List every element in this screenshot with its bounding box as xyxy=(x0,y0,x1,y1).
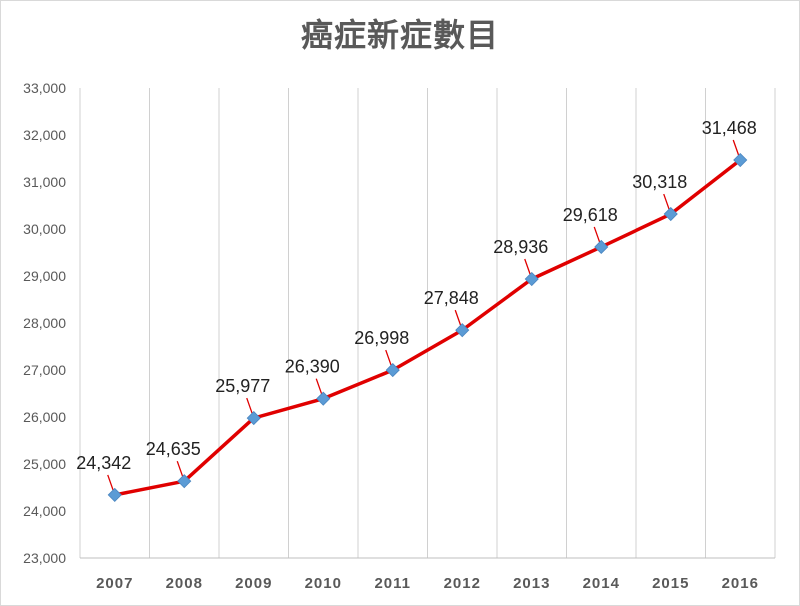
y-tick-label: 24,000 xyxy=(23,503,66,519)
data-label: 26,390 xyxy=(285,357,340,377)
data-point xyxy=(316,391,331,406)
data-point xyxy=(246,411,261,426)
data-point xyxy=(663,206,678,222)
y-tick-label: 33,000 xyxy=(23,80,66,96)
y-tick-label: 28,000 xyxy=(23,315,66,331)
leader-line xyxy=(246,397,254,416)
data-label: 31,468 xyxy=(702,118,757,138)
x-tick-label: 2015 xyxy=(652,575,689,592)
y-tick-label: 26,000 xyxy=(23,409,66,425)
data-label: 29,618 xyxy=(563,205,618,225)
chart-title: 癌症新症數目 xyxy=(300,16,499,54)
x-tick-label: 2010 xyxy=(305,575,342,592)
y-tick-label: 29,000 xyxy=(23,268,66,284)
x-tick-label: 2013 xyxy=(513,575,550,592)
leader-line xyxy=(593,226,601,245)
data-point xyxy=(455,323,470,338)
data-label: 30,318 xyxy=(632,172,687,192)
data-point xyxy=(385,363,400,378)
data-label: 25,977 xyxy=(215,376,270,396)
x-tick-label: 2016 xyxy=(722,575,759,592)
leader-line xyxy=(663,193,671,212)
data-point xyxy=(594,239,609,255)
series-line xyxy=(114,158,742,497)
data-point xyxy=(107,487,122,502)
y-tick-label: 27,000 xyxy=(23,362,66,378)
leader-line xyxy=(524,258,532,277)
data-point xyxy=(524,271,539,287)
leader-line xyxy=(454,309,462,328)
x-tick-label: 2012 xyxy=(444,575,481,592)
y-tick-label: 25,000 xyxy=(23,456,66,472)
data-label: 26,998 xyxy=(354,328,409,348)
x-tick-label: 2009 xyxy=(235,575,272,592)
data-label: 27,848 xyxy=(424,288,479,308)
leader-line xyxy=(732,139,740,158)
x-tick-label: 2007 xyxy=(96,575,133,592)
y-tick-label: 32,000 xyxy=(23,127,66,143)
y-tick-label: 23,000 xyxy=(23,550,66,566)
data-label: 24,342 xyxy=(76,453,131,473)
y-tick-label: 31,000 xyxy=(23,174,66,190)
data-label: 24,635 xyxy=(146,439,201,459)
leader-line xyxy=(107,474,115,493)
data-label: 28,936 xyxy=(493,237,548,257)
x-tick-label: 2014 xyxy=(583,575,620,592)
leader-line xyxy=(176,460,184,479)
leader-line xyxy=(385,349,393,368)
x-tick-label: 2008 xyxy=(166,575,203,592)
x-tick-label: 2011 xyxy=(374,575,411,592)
y-tick-label: 30,000 xyxy=(23,221,66,237)
data-point xyxy=(733,152,748,168)
data-point xyxy=(177,474,192,489)
leader-line xyxy=(315,378,323,396)
